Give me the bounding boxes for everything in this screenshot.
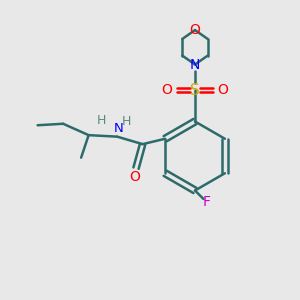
- Text: H: H: [97, 114, 106, 127]
- Text: S: S: [190, 82, 200, 98]
- Text: O: O: [162, 83, 172, 97]
- Text: F: F: [202, 196, 210, 209]
- Text: N: N: [190, 58, 200, 71]
- Text: O: O: [218, 83, 228, 97]
- Text: O: O: [129, 169, 140, 184]
- Text: O: O: [190, 23, 200, 37]
- Text: N: N: [113, 122, 123, 135]
- Text: H: H: [122, 115, 131, 128]
